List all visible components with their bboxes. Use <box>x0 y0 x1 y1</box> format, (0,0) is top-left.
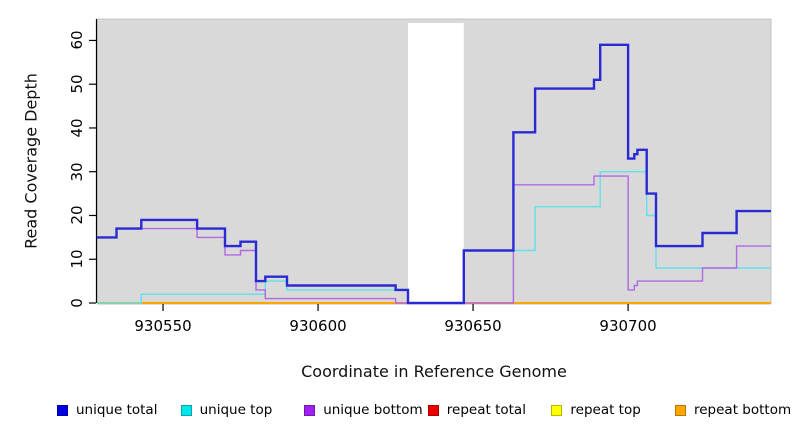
legend-item-unique-bottom: unique bottom <box>304 401 423 419</box>
y-tick-label: 10 <box>68 249 86 269</box>
legend-item-repeat-bottom: repeat bottom <box>675 401 791 419</box>
legend-swatch-icon <box>304 404 316 416</box>
legend-item-unique-top: unique top <box>180 401 273 419</box>
legend-swatch-icon <box>57 404 68 416</box>
legend-label: repeat top <box>570 402 641 418</box>
y-tick-label: 50 <box>68 74 86 94</box>
legend-swatch-icon <box>180 404 192 416</box>
legend-label: unique top <box>199 402 273 418</box>
x-tick-label: 930650 <box>444 317 502 335</box>
legend-label: unique total <box>76 402 158 418</box>
x-tick-label: 930700 <box>599 317 657 335</box>
series-unique-total <box>97 43 771 305</box>
y-tick-label: 40 <box>68 118 86 138</box>
legend-swatch-icon <box>675 404 686 416</box>
no-data-gap-band <box>407 23 464 303</box>
legend-item-unique-total: unique total <box>57 401 157 419</box>
x-tick-label: 930600 <box>289 317 347 335</box>
x-tick-label: 930550 <box>134 317 192 335</box>
y-tick-label: 30 <box>68 162 86 182</box>
legend-label: unique bottom <box>323 402 423 418</box>
x-axis-title: Coordinate in Reference Genome <box>301 362 567 381</box>
legend-label: repeat bottom <box>694 402 792 418</box>
legend-item-repeat-total: repeat total <box>427 401 526 419</box>
legend-item-repeat-top: repeat top <box>551 401 641 419</box>
legend-label: repeat total <box>446 402 526 418</box>
legend-swatch-icon <box>427 404 439 416</box>
y-axis-title: Read Coverage Depth <box>21 73 41 249</box>
y-tick-label: 60 <box>68 30 86 50</box>
y-tick-label: 0 <box>68 298 86 308</box>
legend-swatch-icon <box>551 404 563 416</box>
y-tick-label: 20 <box>68 205 86 226</box>
